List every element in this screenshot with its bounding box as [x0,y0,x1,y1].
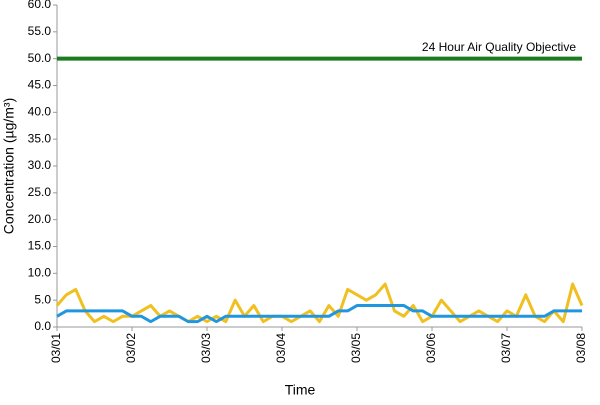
x-tick-label: 03/01 [49,333,63,363]
y-tick-label: 15.0 [28,239,52,253]
y-tick-label: 45.0 [28,78,52,92]
data-line [56,304,582,324]
reference-label: 24 Hour Air Quality Objective [422,40,576,54]
x-tick-label: 03/06 [424,333,438,363]
y-tick-label: 10.0 [28,266,52,280]
y-axis-title: Concentration (µg/m³) [1,98,17,234]
y-tick-label: 0.0 [34,319,51,333]
x-tick-label: 03/08 [574,333,588,363]
x-tick-label: 03/03 [199,333,213,363]
y-tick-label: 20.0 [28,212,52,226]
x-tick-label: 03/05 [349,333,363,363]
y-tick-label: 5.0 [34,292,51,306]
x-tick-label: 03/07 [499,333,513,363]
y-tick-label: 55.0 [28,24,52,38]
y-tick-label: 30.0 [28,158,52,172]
x-tick-label: 03/02 [124,333,138,363]
y-tick-label: 50.0 [28,51,52,65]
y-tick-label: 25.0 [28,185,52,199]
x-axis-title: Time [285,382,316,398]
x-tick-label: 03/04 [274,333,288,363]
y-tick-label: 60.0 [28,0,52,11]
y-tick-label: 35.0 [28,131,52,145]
data-line [55,282,584,324]
y-tick-label: 40.0 [28,105,52,119]
